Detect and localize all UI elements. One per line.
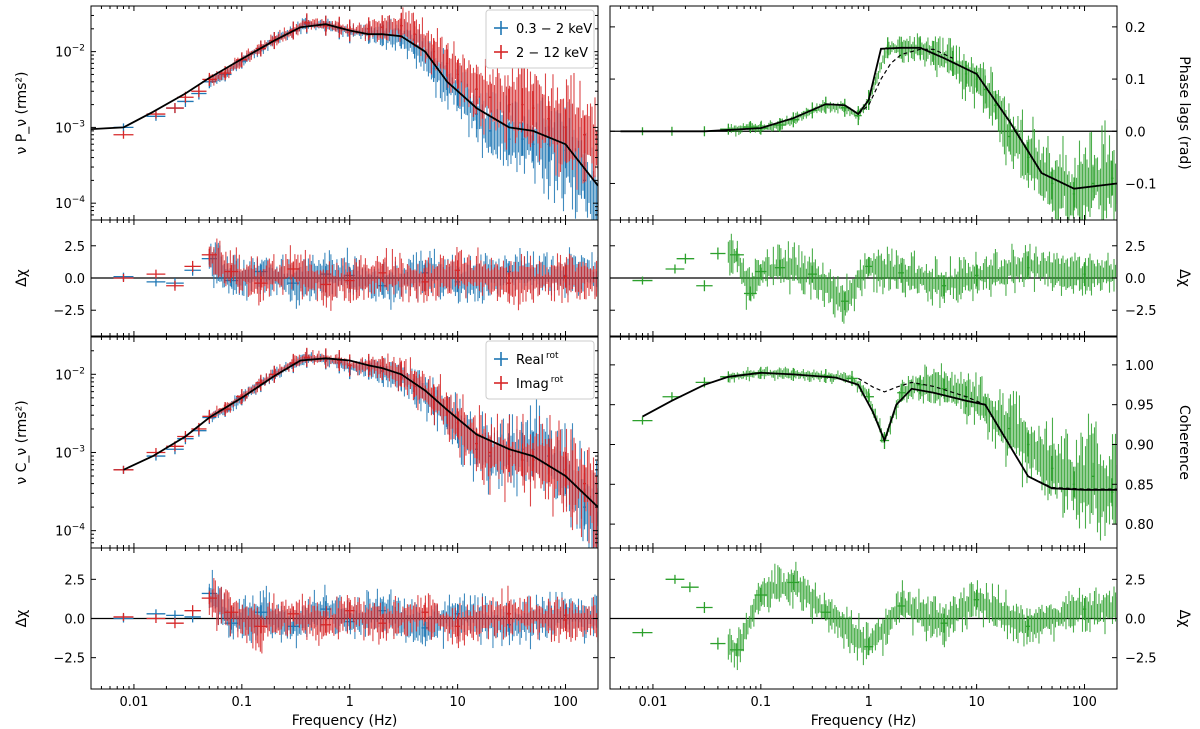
y-tick-label: 2.5	[1125, 240, 1146, 255]
y-axis-label: Δχ	[14, 610, 30, 628]
y-tick-label: −0.1	[1125, 177, 1157, 192]
y-tick-exponent: −2	[72, 44, 85, 54]
panel-coherence: 0.80 0.85 0.90 0.95 1.00 Coherence	[609, 336, 1192, 549]
x-axis-label: Frequency (Hz)	[811, 713, 917, 729]
y-tick-label: 2.5	[64, 240, 85, 255]
panel-lags: −0.1 0.0 0.1 0.2 Phase lags (rad)	[609, 5, 1192, 221]
y-axis-label: ν P_ν (rms²)	[14, 72, 30, 155]
y-tick-label: 0.0	[64, 613, 85, 628]
y-tick-label: 10−3	[55, 444, 85, 461]
y-tick-label: 0.0	[1125, 125, 1146, 140]
plot-area	[610, 33, 1117, 220]
y-axis-label: Δχ	[14, 269, 30, 287]
x-tick-label: 1	[865, 695, 873, 710]
x-tick-label: 0.01	[119, 695, 148, 710]
y-tick-label: 0.0	[1125, 272, 1146, 287]
y-tick-label: 0.1	[1125, 73, 1146, 88]
y-tick-label: 1.00	[1125, 359, 1154, 374]
y-tick-label: 10−4	[55, 523, 85, 540]
y-tick-exponent: −4	[72, 195, 86, 205]
y-tick-label: 0.2	[1125, 21, 1146, 36]
x-tick-label: 0.1	[750, 695, 771, 710]
y-tick-exponent: −3	[72, 444, 85, 454]
x-tick-label: 0.01	[638, 695, 667, 710]
y-tick-label: 0.80	[1125, 518, 1154, 533]
legend-label: 0.3 − 2 keV	[516, 22, 592, 37]
y-axis-label: Coherence	[1176, 405, 1192, 480]
x-tick-label: 100	[553, 695, 578, 710]
legend-box	[485, 340, 595, 400]
plot-area	[91, 569, 598, 654]
legend-label: 2 − 12 keV	[516, 46, 588, 61]
model-line	[91, 23, 598, 187]
x-axis-label: Frequency (Hz)	[292, 713, 398, 729]
y-tick-label: −2.5	[53, 652, 85, 667]
x-tick-label: 10	[449, 695, 466, 710]
y-tick-label: −2.5	[1125, 304, 1157, 319]
plot-area	[113, 347, 598, 548]
y-axis-label: ν C_ν (rms²)	[14, 400, 30, 484]
y-tick-label: 2.5	[64, 573, 85, 588]
plot-area	[632, 363, 1117, 541]
panel-resid3: 0.01 0.1 1 10 100 Frequency (Hz) −2.5 0.0 2.5 Δχ	[14, 547, 599, 729]
plot-area	[91, 7, 598, 220]
x-tick-label: 0.1	[231, 695, 252, 710]
model-dashed-line	[857, 48, 953, 115]
y-axis-label: Phase lags (rad)	[1176, 56, 1192, 170]
legend-superscript: rot	[546, 351, 559, 361]
x-tick-label: 100	[1072, 695, 1097, 710]
y-tick-label: −2.5	[53, 304, 85, 319]
model-line	[620, 46, 1117, 190]
panel-resid2: −2.5 0.0 2.5 Δχ	[609, 219, 1192, 337]
panel-psd: 10−4 10−3 10−2 ν P_ν (rms²) 0.3 − 2 keV 2 − 1…	[14, 5, 599, 221]
y-tick-label: 0.95	[1125, 399, 1154, 414]
model-line	[123, 357, 598, 508]
plot-area	[91, 238, 598, 311]
y-axis-label: Δχ	[1176, 269, 1192, 287]
x-tick-label: 10	[968, 695, 985, 710]
y-tick-label: 0.90	[1125, 438, 1154, 453]
y-tick-label: 10−2	[55, 44, 85, 61]
plot-area	[610, 233, 1117, 324]
y-tick-exponent: −2	[72, 366, 85, 376]
y-tick-label: 0.85	[1125, 478, 1154, 493]
y-tick-label: −2.5	[1125, 652, 1157, 667]
x-tick-label: 1	[346, 695, 354, 710]
panel-resid4: 0.01 0.1 1 10 100 Frequency (Hz) −2.5 0.0 2.5 Δχ	[609, 547, 1192, 729]
y-tick-label: 10−2	[55, 366, 85, 383]
legend-superscript: rot	[551, 375, 564, 385]
y-tick-label: 10−4	[55, 195, 85, 212]
y-tick-label: 0.0	[1125, 613, 1146, 628]
panel-resid1: −2.5 0.0 2.5 Δχ	[14, 219, 599, 337]
y-tick-label: 10−3	[55, 119, 85, 136]
y-tick-exponent: −3	[72, 119, 85, 129]
model-dashed-line	[857, 377, 1117, 490]
y-tick-label: 2.5	[1125, 573, 1146, 588]
y-axis-label: Δχ	[1176, 610, 1192, 628]
plot-area	[610, 561, 1117, 671]
legend-box	[485, 9, 595, 69]
y-tick-exponent: −4	[72, 523, 86, 533]
y-tick-label: 0.0	[64, 272, 85, 287]
